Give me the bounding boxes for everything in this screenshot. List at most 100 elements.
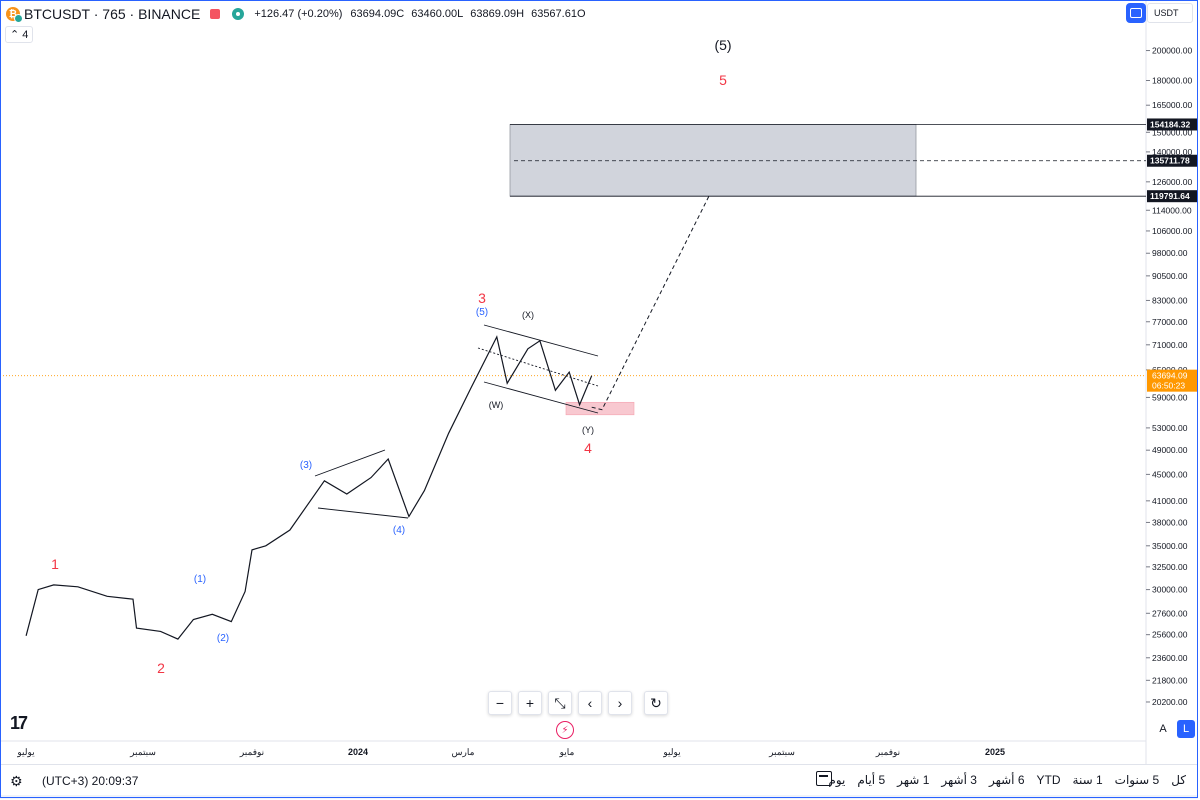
price-marker-bg <box>1147 118 1197 131</box>
price-tick-label: 38000.00 <box>1152 517 1188 527</box>
price-tick-label: 27600.00 <box>1152 608 1188 618</box>
range-5d[interactable]: 5 أيام <box>857 773 886 787</box>
zoom-in-button[interactable]: + <box>518 691 542 715</box>
price-tick-label: 200000.00 <box>1152 46 1192 56</box>
price-tick-label: 71000.00 <box>1152 340 1188 350</box>
time-axis-label: سبتمبر <box>129 747 156 758</box>
price-tick-label: 30000.00 <box>1152 585 1188 595</box>
wave-label-x: (X) <box>522 310 534 320</box>
price-tick-label: 20200.00 <box>1152 697 1188 707</box>
price-marker-label: 119791.64 <box>1150 191 1190 201</box>
price-marker-label: 154184.32 <box>1150 119 1190 129</box>
range-5y[interactable]: 5 سنوات <box>1114 773 1160 787</box>
wave-label-minor-4: (4) <box>393 525 405 536</box>
price-marker-bg <box>1147 154 1197 167</box>
log-scale-button[interactable]: L <box>1177 720 1195 738</box>
auto-scale-button[interactable]: A <box>1159 723 1167 735</box>
wave-label-minor-3: (3) <box>300 460 312 471</box>
symbol-legend: ₿ BTCUSDT · 765 · BINANCE +126.47 (+0.20… <box>6 5 593 23</box>
wave-label-2: 2 <box>157 660 165 676</box>
wave-label-5: 5 <box>719 72 727 88</box>
price-tick-label: 21800.00 <box>1152 675 1188 685</box>
price-tick-label: 45000.00 <box>1152 469 1188 479</box>
last-price-badge <box>1147 369 1197 392</box>
range-3m[interactable]: 3 أشهر <box>941 773 977 787</box>
range-1d[interactable]: يوم <box>828 773 846 787</box>
price-tick-label: 165000.00 <box>1152 100 1192 110</box>
price-tick-label: 59000.00 <box>1152 392 1188 402</box>
ohlc-open: 63694.09C <box>350 8 405 20</box>
data-status-icon[interactable] <box>232 8 245 20</box>
time-axis-label: يوليو <box>16 747 35 758</box>
calendar-icon[interactable] <box>816 771 832 786</box>
price-marker-label: 135711.78 <box>1150 156 1190 166</box>
price-tick-label: 35000.00 <box>1152 541 1188 551</box>
time-axis-label: سبتمبر <box>768 747 795 758</box>
time-axis-label: مايو <box>559 747 575 758</box>
price-series-line <box>25 335 593 640</box>
bar-countdown-label: 06:50:23 <box>1152 381 1185 391</box>
time-axis-label: مارس <box>452 747 475 758</box>
horizontal-scrollbar[interactable] <box>0 795 1198 799</box>
price-tick-label: 23600.00 <box>1152 653 1188 663</box>
price-tick-label: 140000.00 <box>1152 147 1192 157</box>
price-tick-label: 49000.00 <box>1152 445 1188 455</box>
price-tick-label: 150000.00 <box>1152 127 1192 137</box>
triangle-upper-line <box>314 449 386 477</box>
chevron-up-icon: ⌃ <box>10 29 20 41</box>
symbol-title[interactable]: BTCUSDT · 765 · BINANCE <box>24 6 201 22</box>
refresh-button[interactable]: ↻ <box>644 691 668 715</box>
projection-path <box>591 195 710 411</box>
price-tick-label: 41000.00 <box>1152 496 1188 506</box>
scroll-right-button[interactable]: › <box>608 691 632 715</box>
price-tick-label: 106000.00 <box>1152 226 1192 236</box>
bitcoin-logo-icon: ₿ <box>6 7 23 23</box>
price-change: +126.47 (+0.20%) <box>254 8 343 20</box>
currency-convert-icon[interactable] <box>1126 3 1146 23</box>
price-tick-label: 32500.00 <box>1152 562 1188 572</box>
indicators-toggle[interactable]: ⌃ 4 <box>5 26 34 43</box>
scroll-left-button[interactable]: ‹ <box>578 691 602 715</box>
time-axis-label: 2025 <box>985 747 1005 757</box>
reset-zoom-button[interactable]: ⤡ <box>548 691 572 715</box>
price-tick-label: 126000.00 <box>1152 177 1192 187</box>
range-ytd[interactable]: YTD <box>1036 773 1061 787</box>
tradingview-logo[interactable]: 17 <box>10 713 28 733</box>
wave-label-y: (Y) <box>582 425 594 435</box>
ohlc-high: 63460.00L <box>411 8 464 20</box>
range-all[interactable]: كل <box>1171 773 1186 787</box>
price-tick-label: 180000.00 <box>1152 75 1192 85</box>
zoom-out-button[interactable]: − <box>488 691 512 715</box>
market-status-icon[interactable] <box>210 9 221 19</box>
flash-icon[interactable]: ⚡ <box>556 721 574 739</box>
wave-label-w: (W) <box>489 400 504 410</box>
currency-selector[interactable]: USDT <box>1147 3 1193 23</box>
range-1m[interactable]: 1 شهر <box>897 773 930 787</box>
target-zone-box <box>509 124 917 197</box>
last-price-label: 63694.09 <box>1152 371 1188 381</box>
price-marker-bg <box>1147 190 1197 203</box>
time-axis-label: نوفمبر <box>239 747 264 758</box>
wave-label-minor-5: (5) <box>476 307 488 318</box>
channel-lower-line <box>483 381 599 414</box>
price-tick-label: 53000.00 <box>1152 423 1188 433</box>
price-tick-label: 25600.00 <box>1152 630 1188 640</box>
range-selector: يوم 5 أيام 1 شهر 3 أشهر 6 أشهر YTD 1 سنة… <box>828 773 1186 787</box>
price-tick-label: 98000.00 <box>1152 248 1188 258</box>
chart-navigation-toolbar: − + ⤡ ‹ › ↻ <box>488 691 668 715</box>
wave-label-minor-2: (2) <box>217 633 229 644</box>
time-axis-label: 2024 <box>348 747 368 757</box>
wave4-support-zone <box>565 401 635 416</box>
bottom-toolbar: ⚙ (UTC+3) 20:09:37 يوم 5 أيام 1 شهر 3 أش… <box>0 764 1198 796</box>
price-tick-label: 83000.00 <box>1152 295 1188 305</box>
timezone-clock[interactable]: (UTC+3) 20:09:37 <box>42 774 139 788</box>
time-axis-label: نوفمبر <box>875 747 900 758</box>
gear-icon[interactable]: ⚙ <box>10 773 23 789</box>
price-tick-label: 77000.00 <box>1152 317 1188 327</box>
price-tick-label: 90500.00 <box>1152 271 1188 281</box>
channel-mid-line <box>477 347 599 387</box>
range-1y[interactable]: 1 سنة <box>1072 773 1103 787</box>
range-6m[interactable]: 6 أشهر <box>988 773 1025 787</box>
indicator-count: 4 <box>22 29 29 41</box>
